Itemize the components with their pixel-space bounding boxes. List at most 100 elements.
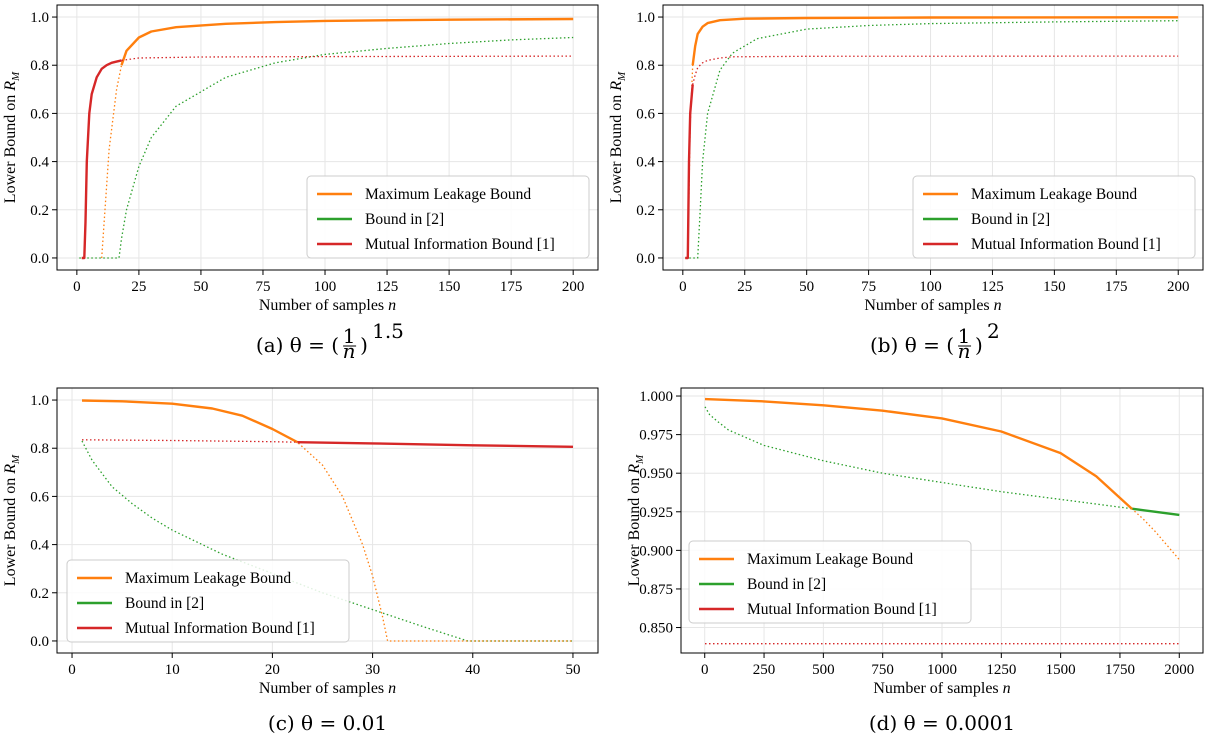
x-tick-label: 75 (255, 279, 270, 295)
legend-label: Bound in [2] (125, 595, 204, 612)
caption-prefix: (a) θ = ( (256, 333, 339, 357)
panel-caption: (a) θ = (1n)1.5 (256, 319, 404, 363)
legend: Maximum Leakage Bound Bound in [2] Mutual … (66, 559, 350, 643)
x-tick-label: 0 (679, 279, 687, 295)
legend-label: Mutual Information Bound [1] (747, 601, 937, 618)
y-tick-label: 0.2 (30, 586, 49, 602)
legend: Maximum Leakage Bound Bound in [2] Mutual … (688, 540, 972, 624)
x-axis-label: Number of samples n (864, 297, 1001, 314)
x-tick-label: 40 (465, 662, 480, 678)
y-axis-label-subscript: M (616, 71, 628, 82)
x-axis-label-variable: n (1003, 680, 1011, 697)
caption-close-paren: ) (975, 333, 983, 357)
legend: Maximum Leakage Bound Bound in [2] Mutual … (912, 175, 1196, 259)
x-tick-label: 250 (753, 662, 776, 678)
y-tick-label: 0.850 (639, 621, 673, 637)
y-tick-label: 0.0 (30, 634, 49, 650)
x-tick-label: 1000 (927, 662, 957, 678)
x-tick-label: 150 (1043, 279, 1066, 295)
legend-label: Maximum Leakage Bound (125, 570, 291, 587)
y-tick-label: 0.8 (30, 58, 49, 74)
legend-box (912, 175, 1196, 259)
panel-caption: (d) θ = 0.0001 (869, 711, 1015, 735)
y-tick-label: 1.0 (30, 10, 49, 26)
legend-label: Bound in [2] (747, 576, 826, 593)
y-tick-label: 0.4 (30, 155, 49, 171)
x-tick-label: 0 (68, 662, 76, 678)
chart-panel-a: 0 25 50 75 100 125 150 175 200 0.0 0.2 0.4 0.6 0.8 1.0… (2, 4, 599, 363)
x-tick-label: 150 (438, 279, 461, 295)
legend-label: Maximum Leakage Bound (365, 186, 531, 203)
x-tick-label: 100 (314, 279, 337, 295)
y-tick-label: 0.2 (636, 203, 655, 219)
legend: Maximum Leakage Bound Bound in [2] Mutual … (306, 175, 590, 259)
legend-box (688, 540, 972, 624)
x-axis-label-variable: n (388, 297, 396, 314)
y-axis-label: Lower Bound on RM (608, 71, 628, 203)
x-axis-label-variable: n (994, 297, 1002, 314)
caption-exponent: 2 (987, 319, 1000, 343)
x-tick-label: 750 (871, 662, 894, 678)
legend-label: Maximum Leakage Bound (971, 186, 1137, 203)
series-bound-in-2-solid (1131, 507, 1180, 517)
x-tick-label: 50 (193, 279, 208, 295)
y-tick-label: 0.0 (30, 251, 49, 267)
series-mutual-information-bound-1-solid (81, 59, 122, 260)
axes-frame (56, 4, 599, 271)
y-tick-label: 0.4 (30, 538, 49, 554)
series-maximum-leakage-bound-solid (81, 399, 298, 444)
series-maximum-leakage-bound-solid (120, 17, 574, 66)
x-tick-label: 125 (376, 279, 399, 295)
x-tick-label: 500 (812, 662, 835, 678)
series-maximum-leakage-bound-solid (691, 16, 1179, 66)
y-axis-label-variable: R (2, 81, 19, 92)
panel-caption: (b) θ = (1n)2 (870, 319, 1000, 363)
caption-fraction-numerator: 1 (958, 324, 971, 348)
y-tick-label: 0.6 (636, 106, 655, 122)
y-axis-label-subscript: M (634, 454, 646, 465)
y-axis-label-variable: R (2, 464, 19, 475)
x-tick-label: 1750 (1105, 662, 1135, 678)
plot-area (704, 397, 1180, 645)
y-tick-label: 1.000 (639, 389, 673, 405)
y-tick-label: 0.6 (30, 106, 49, 122)
axes-frame (662, 4, 1204, 271)
x-tick-label: 175 (500, 279, 523, 295)
caption-fraction-numerator: 1 (343, 324, 356, 348)
y-tick-label: 0.8 (636, 58, 655, 74)
chart-panel-b: 0 25 50 75 100 125 150 175 200 0.0 0.2 0.4 0.6 0.8 1.0… (608, 4, 1204, 363)
x-tick-label: 200 (1167, 279, 1190, 295)
y-tick-label: 0.0 (636, 251, 655, 267)
x-tick-label: 1250 (986, 662, 1016, 678)
y-tick-label: 0.4 (636, 155, 655, 171)
y-axis-label-variable: R (626, 464, 643, 475)
plot-area (79, 17, 574, 260)
x-tick-label: 0 (701, 662, 709, 678)
y-tick-label: 0.975 (639, 428, 673, 444)
chart-panel-c: 0 10 20 30 40 50 0.0 0.2 0.4 0.6 0.8 1.0 Number of s… (2, 387, 599, 735)
x-tick-label: 25 (131, 279, 146, 295)
y-axis-label-variable: R (608, 81, 625, 92)
x-tick-label: 50 (799, 279, 814, 295)
x-tick-label: 100 (919, 279, 942, 295)
x-axis-label: Number of samples n (259, 680, 396, 697)
series-bound-in-2-dotted (79, 36, 574, 259)
x-tick-label: 2000 (1164, 662, 1194, 678)
caption-prefix: (b) θ = ( (870, 333, 954, 357)
y-tick-label: 0.925 (639, 505, 673, 521)
legend-label: Bound in [2] (971, 211, 1050, 228)
series-mutual-information-bound-1-solid (685, 84, 694, 260)
x-tick-label: 10 (165, 662, 180, 678)
series-mutual-information-bound-1-solid (297, 441, 574, 448)
y-axis-label: Lower Bound on RM (2, 454, 22, 586)
x-axis-label: Number of samples n (259, 297, 396, 314)
caption-fraction-denominator: n (958, 339, 971, 363)
legend-label: Mutual Information Bound [1] (125, 620, 315, 637)
x-tick-label: 30 (365, 662, 380, 678)
y-tick-label: 0.2 (30, 203, 49, 219)
chart-panel-d: 0 250 500 750 1000 1250 1500 1750 2000 0.850 0.875… (626, 387, 1204, 735)
x-tick-label: 75 (861, 279, 876, 295)
series-maximum-leakage-bound-solid (704, 397, 1133, 510)
x-tick-label: 0 (73, 279, 81, 295)
plot-area (81, 399, 574, 642)
